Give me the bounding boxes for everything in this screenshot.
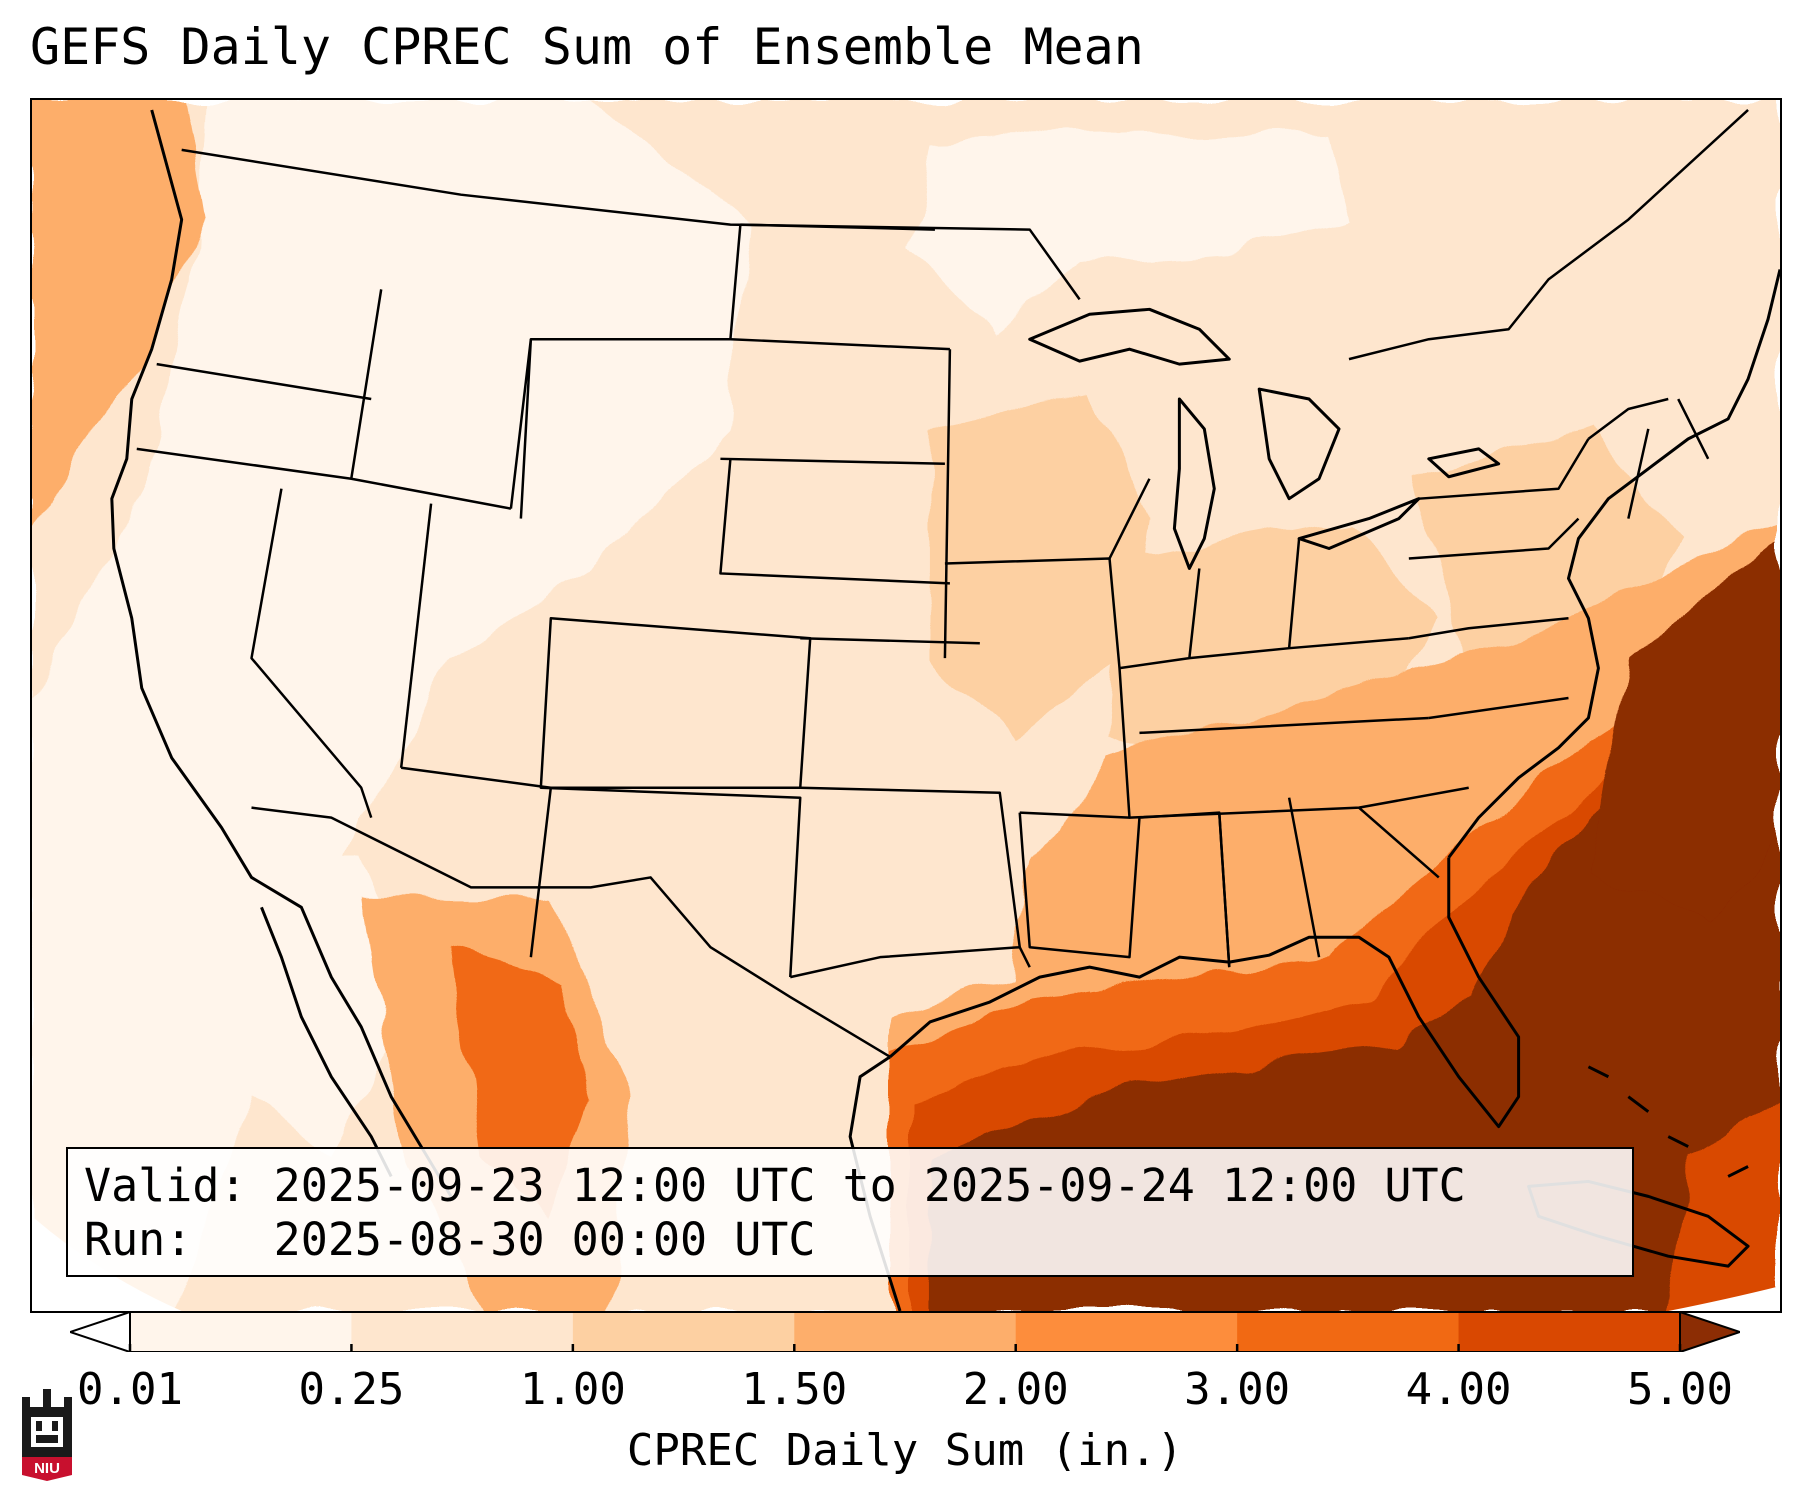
precip-nw-coast — [32, 100, 202, 529]
canada-border — [181, 109, 1749, 361]
precip-atlantic-core — [1588, 538, 1780, 918]
border-tx — [789, 945, 1031, 979]
lake-huron — [1257, 387, 1341, 501]
colorbar-tick-label: 0.25 — [298, 1364, 405, 1415]
colorbar-tick-label: 1.00 — [519, 1364, 626, 1415]
niu-logo: NIU — [22, 1389, 72, 1481]
border-id-mt-wy — [509, 224, 742, 519]
lake-ontario — [1427, 447, 1501, 479]
mexico-border — [251, 806, 891, 1058]
valid-time-box: Valid: 2025-09-23 12:00 UTC to 2025-09-2… — [66, 1147, 1634, 1277]
state-borders — [136, 109, 1749, 1058]
colorbar — [70, 1312, 1740, 1352]
valid-line: Valid: 2025-09-23 12:00 UTC to 2025-09-2… — [84, 1159, 1466, 1212]
colorbar-segments — [70, 1312, 1740, 1352]
run-line: Run: 2025-08-30 00:00 UTC — [84, 1213, 816, 1266]
border-wa-or — [156, 362, 372, 401]
colorbar-tick-label: 2.00 — [962, 1364, 1069, 1415]
border-va-wv-pa-ny — [1408, 438, 1590, 720]
svg-text:NIU: NIU — [34, 1460, 60, 1477]
colorbar-outline — [129, 1312, 1681, 1352]
border-dakotas — [720, 223, 952, 659]
great-lakes — [1028, 307, 1501, 570]
colorbar-segment-4 — [1015, 1312, 1238, 1352]
colorbar-tick-label: 3.00 — [1184, 1364, 1291, 1415]
lake-michigan — [1172, 397, 1216, 570]
border-ne-ks-ok — [719, 458, 1021, 948]
colorbar-extend-low — [70, 1312, 131, 1352]
west-coast — [110, 109, 453, 1198]
border-al-ga-sc — [1218, 797, 1440, 968]
border-nv-ut — [399, 503, 433, 768]
atlantic-coast — [1447, 269, 1780, 859]
lake-superior — [1028, 307, 1231, 366]
gulf-coast — [889, 857, 1521, 1129]
border-nm — [540, 786, 802, 978]
lake-erie — [1297, 497, 1421, 551]
baja-peninsula — [260, 906, 393, 1178]
precip-upper-midwest — [929, 399, 1150, 738]
colorbar-segment-5 — [1237, 1312, 1460, 1352]
colorbar-label: CPREC Daily Sum (in.) — [626, 1425, 1184, 1476]
colorbar-segment-6 — [1458, 1312, 1681, 1352]
border-ca-nv — [250, 488, 373, 819]
projection-corner-bottom-right — [1668, 1286, 1780, 1311]
colorbar-segment-2 — [572, 1312, 795, 1352]
colorbar-tick-label: 4.00 — [1405, 1364, 1512, 1415]
bahamas — [1587, 1065, 1749, 1178]
precip-field — [32, 100, 1780, 1311]
colorbar-segment-1 — [351, 1312, 574, 1352]
map-frame[interactable] — [30, 98, 1782, 1313]
page-title: GEFS Daily CPREC Sum of Ensemble Mean — [30, 18, 1144, 76]
colorbar-tick-label: 0.01 — [77, 1364, 183, 1415]
border-or-ca-nv-id — [136, 289, 512, 510]
precip-map — [32, 100, 1780, 1311]
precip-low-central — [909, 129, 1349, 330]
projection-corner-bottom-left — [32, 1216, 182, 1311]
colorbar-tick-label: 1.50 — [741, 1364, 848, 1415]
colorbar-tick-label: 5.00 — [1627, 1364, 1733, 1415]
precip-low-west — [32, 100, 751, 1311]
border-new-england — [1587, 397, 1710, 519]
colorbar-segment-3 — [794, 1312, 1017, 1352]
border-wi-il-in-oh — [1108, 478, 1409, 670]
colorbar-extend-high — [1679, 1312, 1740, 1352]
colorbar-ticks — [128, 1344, 1682, 1352]
colorbar-segment-0 — [130, 1312, 352, 1352]
